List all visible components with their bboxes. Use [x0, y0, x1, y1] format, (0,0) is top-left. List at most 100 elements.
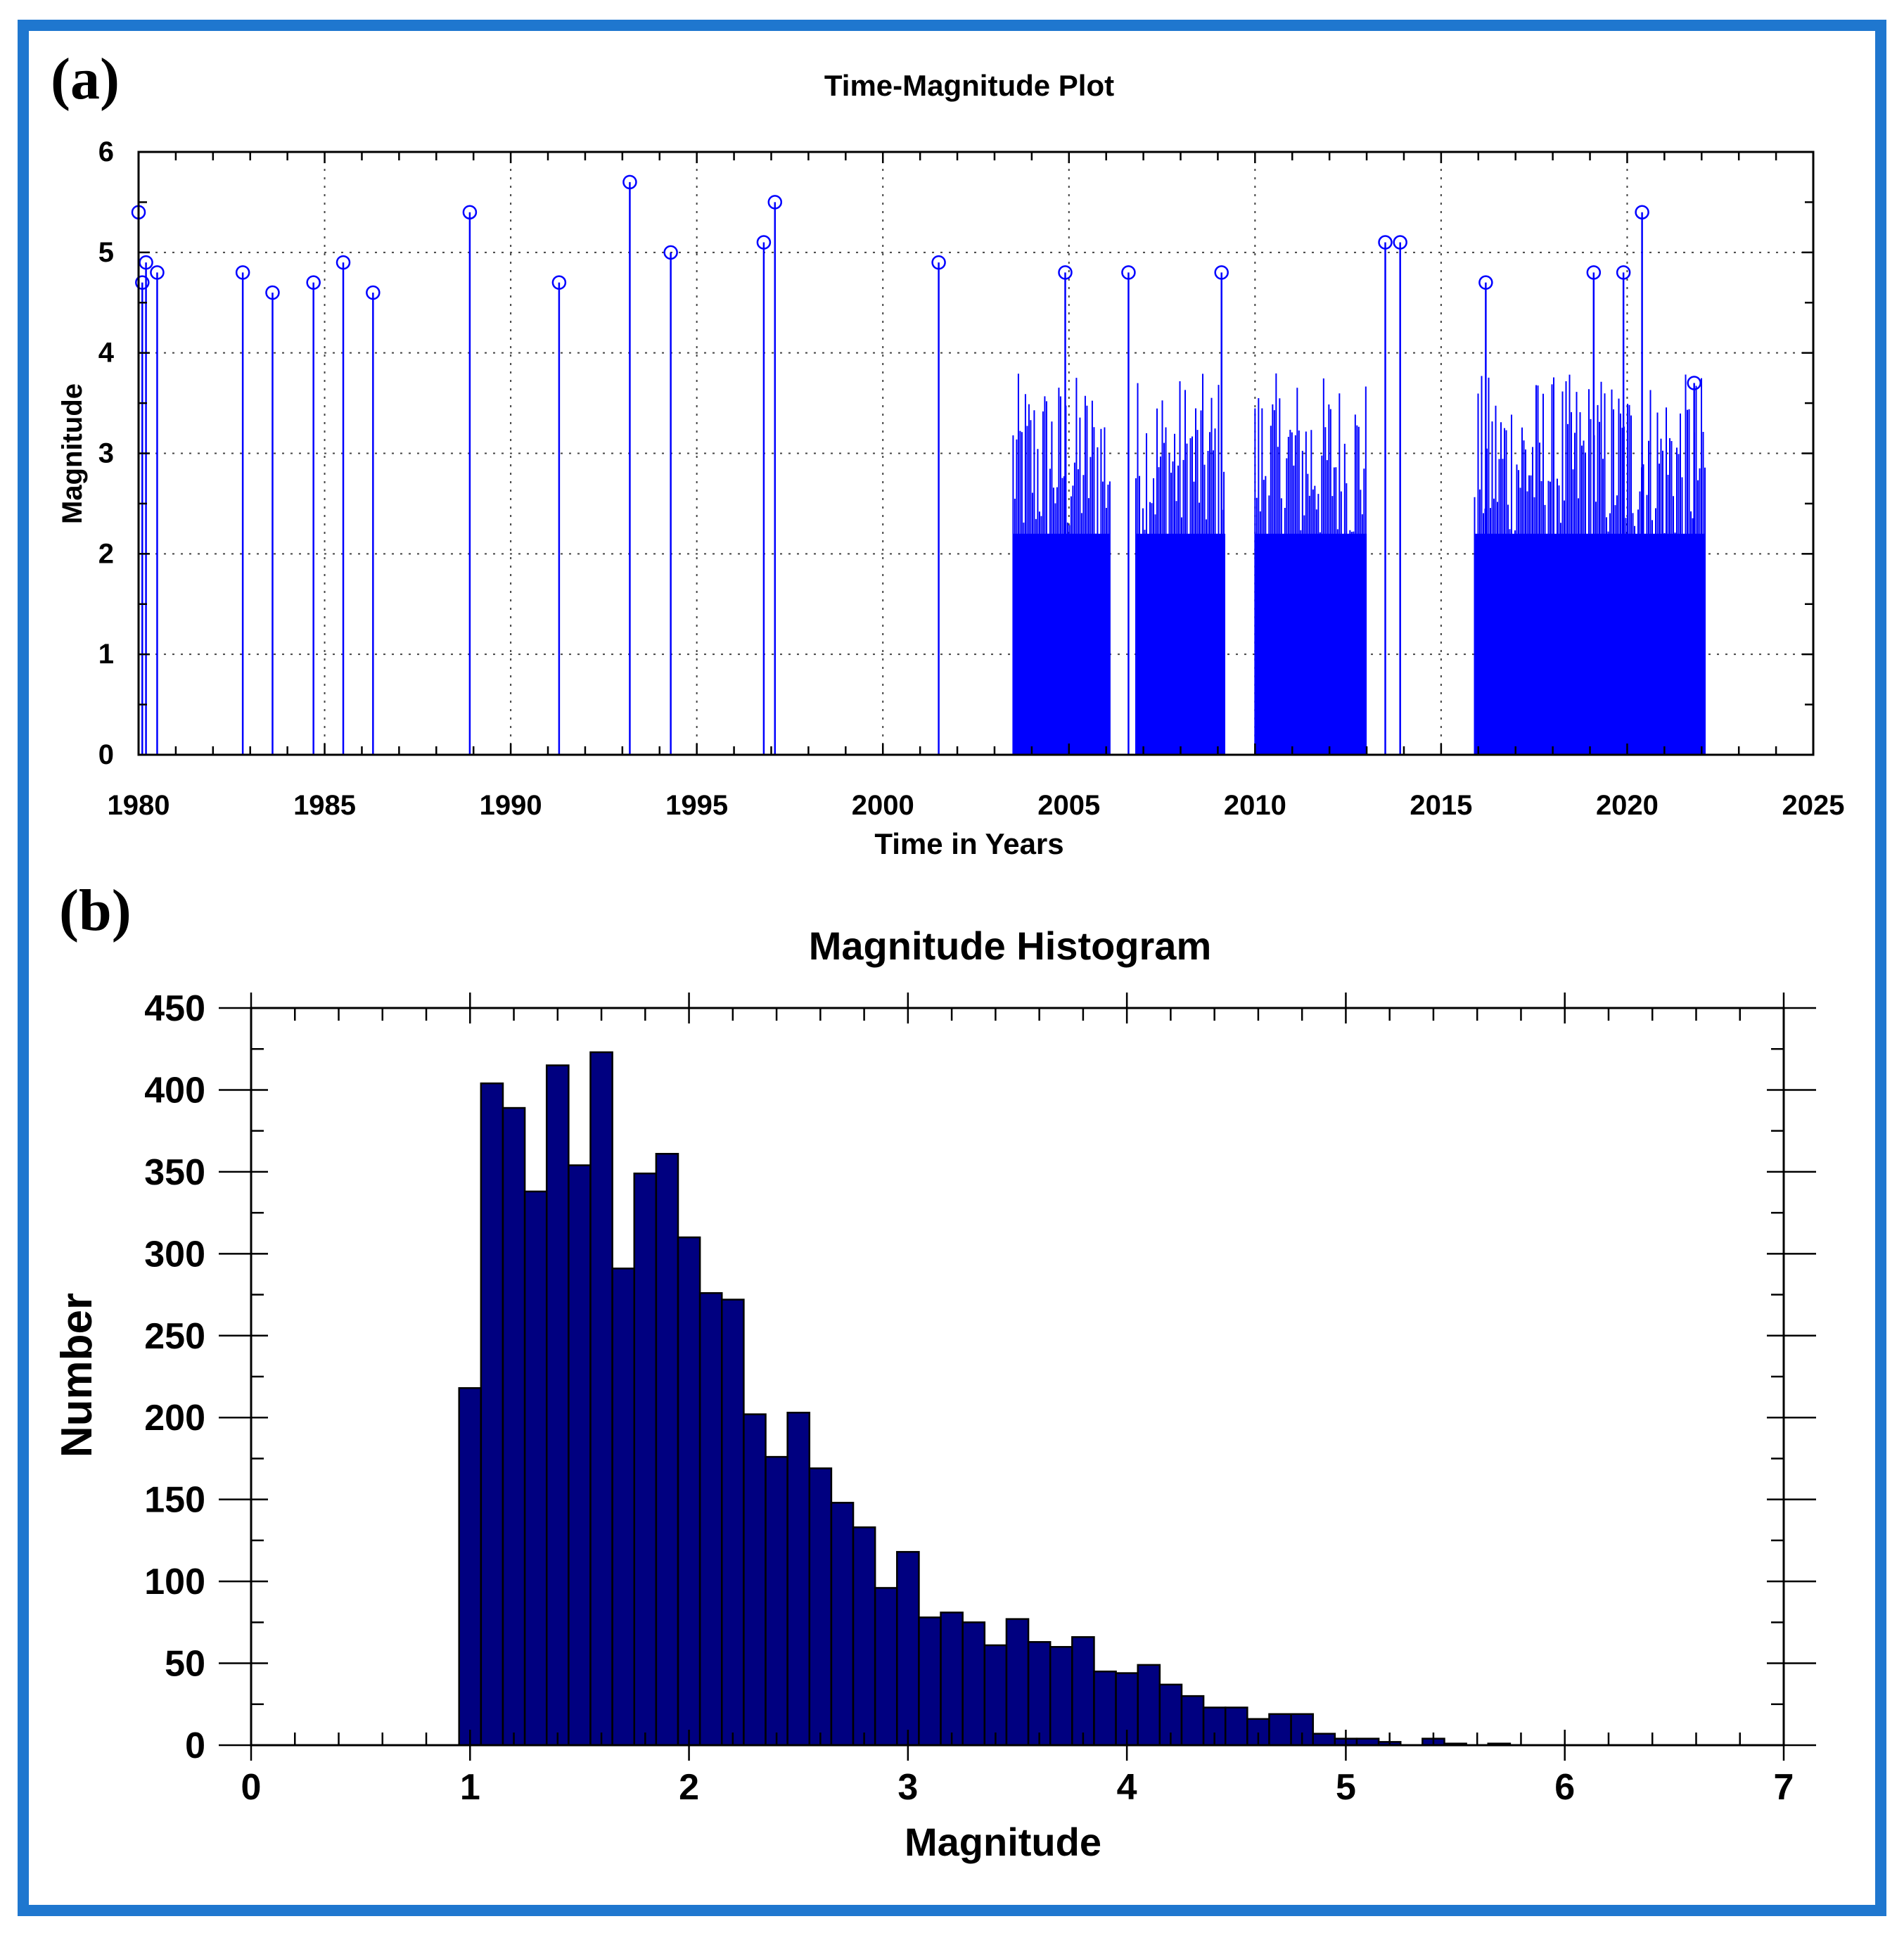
histogram-bar: [633, 1172, 658, 1747]
x-tick-label: 3: [897, 1767, 918, 1808]
histogram-bar: [1312, 1733, 1336, 1747]
x-tick-label: 2000: [852, 790, 914, 821]
time-magnitude-y-tick-labels: 0 1 2 3 4 5 6: [98, 136, 115, 770]
event-marker: [139, 255, 153, 270]
x-tick-label: 1980: [108, 790, 170, 821]
x-tick-label: 1995: [665, 790, 728, 821]
time-magnitude-x-axis-label: Time in Years: [874, 827, 1063, 860]
event-marker: [1214, 265, 1229, 280]
histogram-bar: [765, 1455, 788, 1747]
y-tick-label: 5: [98, 237, 114, 268]
event-marker: [336, 255, 351, 270]
event-marker: [767, 195, 783, 210]
y-tick-label: 4: [98, 338, 115, 369]
x-tick-label: 0: [241, 1767, 262, 1808]
event-marker: [551, 275, 567, 290]
y-tick-label: 6: [98, 136, 114, 167]
event-marker: [1616, 265, 1631, 280]
histogram-bar: [896, 1550, 920, 1747]
histogram-bar: [568, 1164, 592, 1747]
x-tick-label: 7: [1774, 1767, 1794, 1808]
time-magnitude-ticks: [137, 151, 1815, 756]
event-marker: [306, 275, 321, 290]
histogram-bar: [611, 1268, 635, 1747]
event-marker: [663, 245, 678, 260]
panel-a-label: (a): [51, 46, 120, 112]
y-tick-label: 300: [144, 1234, 205, 1275]
histogram-x-axis-label: Magnitude: [905, 1820, 1101, 1864]
histogram-bar: [480, 1082, 504, 1747]
histogram-bar: [830, 1502, 855, 1747]
histogram-bar: [786, 1411, 811, 1747]
x-tick-label: 2015: [1410, 790, 1472, 821]
histogram-bar: [1027, 1641, 1052, 1747]
histogram-y-axis-label: Number: [53, 1293, 101, 1457]
histogram-ticks: [219, 993, 1816, 1761]
histogram-bar: [501, 1106, 526, 1747]
histogram-bar: [721, 1299, 745, 1747]
histogram-bar: [1049, 1646, 1073, 1747]
y-tick-label: 3: [98, 438, 114, 469]
time-magnitude-title: Time-Magnitude Plot: [824, 69, 1114, 102]
x-tick-label: 2025: [1782, 790, 1845, 821]
event-marker: [1121, 265, 1136, 280]
x-tick-label: 2010: [1224, 790, 1286, 821]
histogram-bar: [1137, 1664, 1161, 1747]
y-tick-label: 0: [185, 1725, 205, 1766]
event-marker: [150, 265, 165, 280]
y-tick-label: 50: [165, 1644, 205, 1685]
event-marker: [931, 255, 946, 270]
event-marker: [1586, 265, 1602, 280]
panel-b: (b) Magnitude Histogram 0 1 2 3 4 5 6 7 0 50 100 1…: [53, 878, 1816, 1864]
x-tick-label: 2020: [1596, 790, 1659, 821]
histogram-x-tick-labels: 0 1 2 3 4 5 6 7: [241, 1767, 1794, 1808]
histogram-bar: [458, 1387, 483, 1747]
time-magnitude-dense-event-clusters: [1012, 373, 1706, 755]
y-tick-label: 2: [98, 538, 114, 569]
y-tick-label: 100: [144, 1562, 205, 1602]
histogram-bar: [961, 1621, 986, 1747]
histogram-bar: [1071, 1636, 1095, 1747]
x-tick-label: 1990: [480, 790, 542, 821]
event-marker: [756, 235, 772, 250]
histogram-bar: [918, 1616, 942, 1747]
x-tick-label: 1985: [293, 790, 356, 821]
y-tick-label: 150: [144, 1480, 205, 1521]
time-magnitude-stems: [131, 174, 1701, 755]
time-magnitude-x-tick-labels: 1980 1985 1990 1995 2000 2005 2010 2015 2020 2025: [108, 790, 1845, 821]
histogram-bar: [1005, 1618, 1030, 1747]
histogram-bar: [698, 1291, 723, 1747]
histogram-y-tick-labels: 0 50 100 150 200 250 300 350 400 450: [144, 988, 205, 1766]
panel-a: (a) Time-Magnitude Plot 1980 1985 1990 1995…: [51, 46, 1844, 860]
y-tick-label: 350: [144, 1152, 205, 1193]
histogram-bar: [1180, 1695, 1205, 1747]
figure-frame: [18, 20, 1886, 1916]
histogram-bars: [458, 1051, 1512, 1747]
histogram-bar: [808, 1467, 833, 1747]
event-marker: [366, 285, 381, 300]
event-marker: [135, 275, 150, 290]
histogram-title: Magnitude Histogram: [809, 924, 1211, 968]
histogram-bar: [852, 1526, 876, 1747]
time-magnitude-grid: [139, 152, 1813, 755]
histogram-bar: [589, 1051, 613, 1747]
histogram-bar: [874, 1587, 898, 1747]
event-marker: [1393, 235, 1407, 250]
histogram-bar: [940, 1612, 964, 1747]
x-tick-label: 4: [1117, 1767, 1137, 1808]
histogram-bar: [523, 1190, 548, 1747]
x-tick-label: 1: [460, 1767, 480, 1808]
histogram-bar: [545, 1064, 570, 1747]
histogram-bar: [743, 1413, 767, 1747]
x-tick-label: 6: [1554, 1767, 1575, 1808]
y-tick-label: 400: [144, 1070, 205, 1111]
y-tick-label: 1: [98, 639, 114, 670]
histogram-bar: [983, 1644, 1008, 1747]
event-marker: [1378, 235, 1393, 250]
time-magnitude-y-axis-label: Magnitude: [57, 383, 88, 524]
x-tick-label: 5: [1336, 1767, 1356, 1808]
x-tick-label: 2005: [1037, 790, 1100, 821]
panel-b-label: (b): [59, 878, 132, 943]
histogram-bar: [1093, 1670, 1117, 1747]
